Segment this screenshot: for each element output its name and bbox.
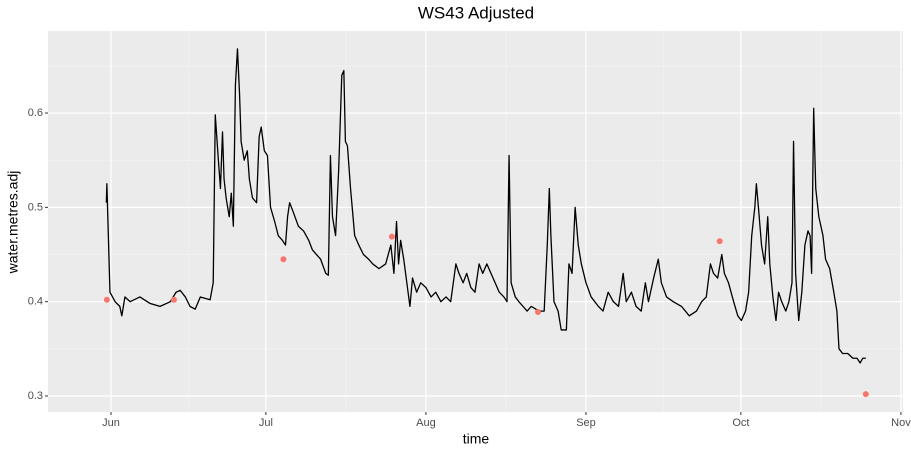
x-tick-label: Nov [891, 417, 911, 429]
plot-panel [48, 31, 903, 412]
x-tick-label: Sep [576, 417, 596, 429]
data-line [105, 48, 866, 364]
x-tick-label: Aug [416, 417, 436, 429]
y-tick-label: 0.6 [28, 107, 43, 119]
data-point [280, 256, 287, 263]
data-point [534, 309, 541, 316]
x-tick-label: Oct [732, 417, 749, 429]
data-point [716, 238, 723, 245]
data-point [170, 296, 177, 303]
data-point [103, 296, 110, 303]
chart-title: WS43 Adjusted [418, 3, 534, 22]
y-tick-label: 0.3 [28, 390, 43, 402]
x-tick-label: Jul [259, 417, 273, 429]
x-axis-title: time [463, 431, 490, 447]
y-tick-label: 0.5 [28, 201, 43, 213]
data-point [862, 391, 869, 398]
y-tick-label: 0.4 [28, 296, 43, 308]
y-axis-title: water.metres.adj [5, 171, 21, 275]
x-tick-label: Jun [102, 417, 120, 429]
data-point [388, 233, 395, 240]
